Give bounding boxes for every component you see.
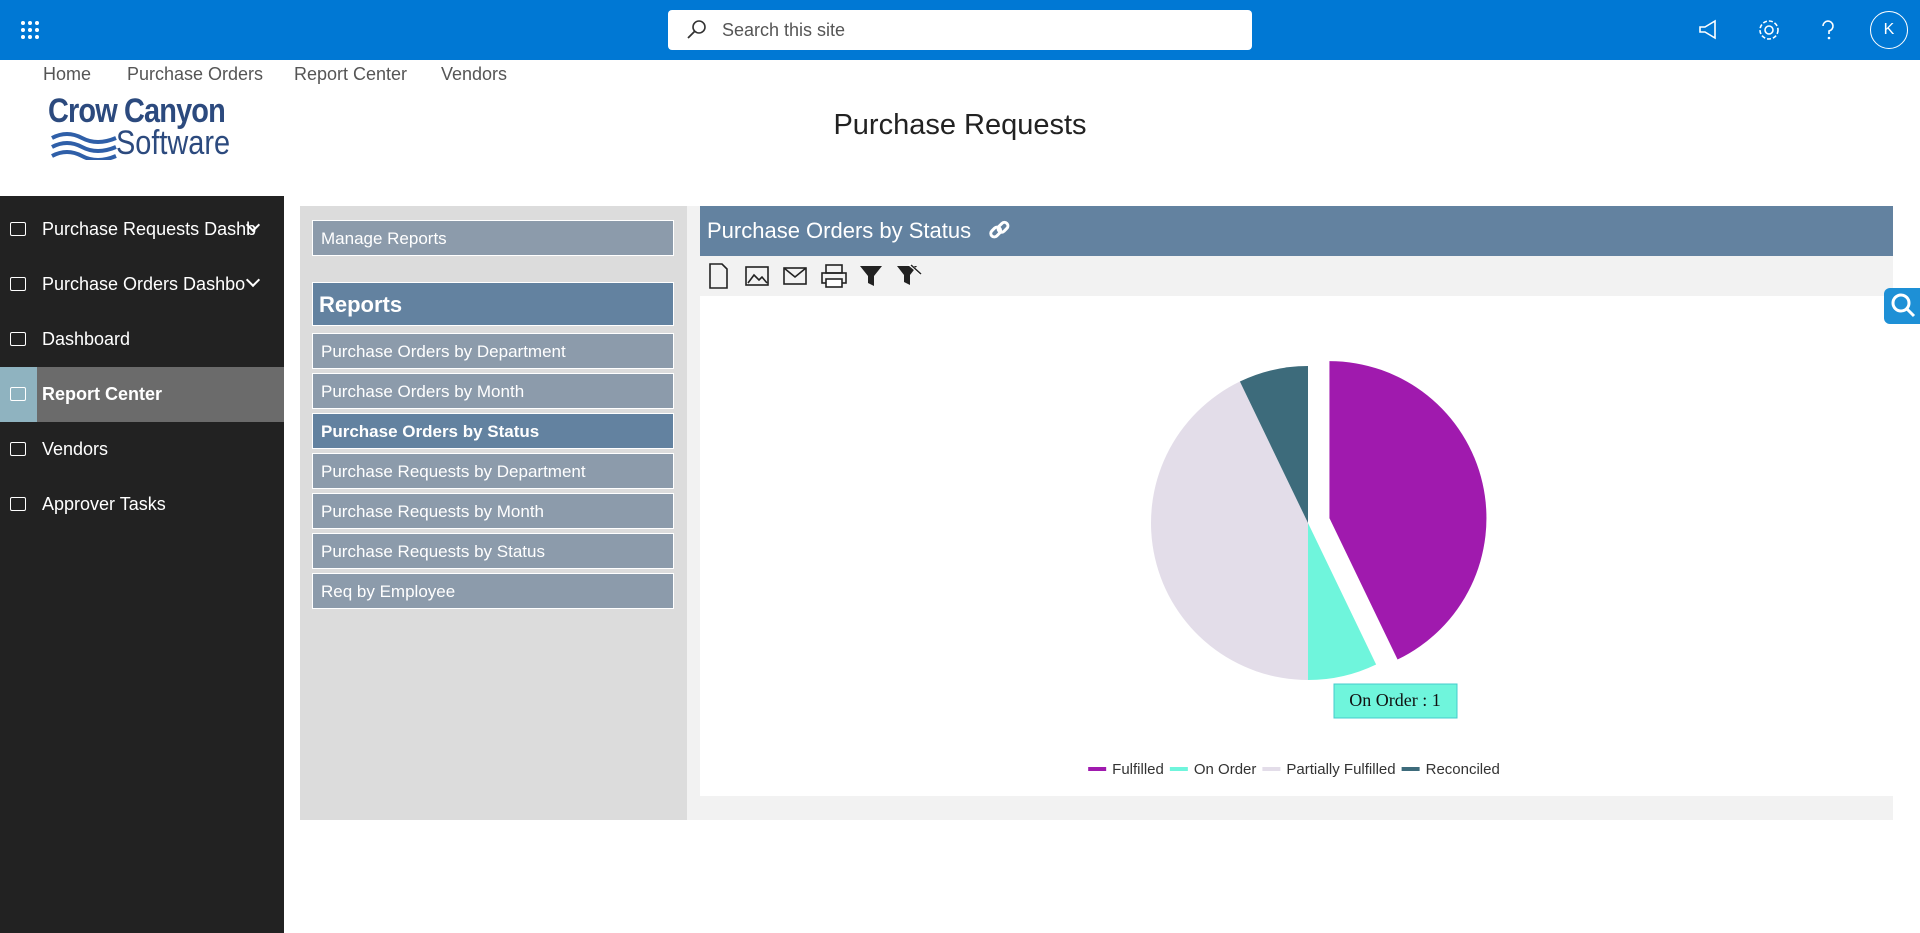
manage-reports[interactable]: Manage Reports <box>312 220 674 256</box>
pie-slice <box>1151 381 1308 680</box>
top-icons[interactable] <box>1698 18 1848 42</box>
tooltip: On Order : 1 <box>1349 690 1440 710</box>
sidebar-icon <box>10 442 26 456</box>
pie-chart: On Order : 1 Fulfilled On Order Partially F… <box>1088 361 1500 778</box>
chart-title: Purchase Orders by Status <box>700 206 1893 256</box>
selected-marker <box>0 367 37 422</box>
search-box[interactable]: Search this site <box>668 10 1252 50</box>
pie-slice <box>1239 366 1308 523</box>
nav-link[interactable]: Purchase Orders <box>127 64 264 84</box>
sidebar-icon <box>10 222 26 236</box>
sidebar-icon <box>10 387 26 401</box>
nav-link[interactable]: Vendors <box>441 64 508 84</box>
sidebar-icon <box>10 497 26 511</box>
page-title: Purchase Requests <box>833 109 1087 141</box>
top-bar: Search this site K <box>0 0 1920 60</box>
legend-label: Fulfilled <box>1112 761 1164 778</box>
pie-slice <box>1308 523 1377 680</box>
report-item[interactable]: Purchase Requests by Department <box>312 453 674 489</box>
sidebar-item[interactable]: Vendors <box>42 439 109 459</box>
report-item[interactable]: Purchase Orders by Status <box>312 413 674 449</box>
toolbar[interactable] <box>706 262 926 290</box>
avatar[interactable]: K <box>1870 11 1908 49</box>
legend-label: Reconciled <box>1426 761 1500 778</box>
link-icon[interactable] <box>987 218 1013 244</box>
sidebar-item[interactable]: Approver Tasks <box>42 494 166 514</box>
sidebar-icon <box>10 332 26 346</box>
report-item[interactable]: Purchase Orders by Department <box>312 333 674 369</box>
report-item[interactable]: Purchase Orders by Month <box>312 373 674 409</box>
tooltip-box <box>1333 683 1458 719</box>
nav-link[interactable]: Report Center <box>294 64 408 84</box>
sidebar-item[interactable]: Purchase Requests Dashb <box>42 219 257 239</box>
report-item[interactable]: Purchase Requests by Month <box>312 493 674 529</box>
app-launcher[interactable] <box>20 20 40 40</box>
search-icon <box>687 20 706 39</box>
logo-line2: Software <box>116 124 231 162</box>
report-item[interactable]: Purchase Requests by Status <box>312 533 674 569</box>
sidebar <box>0 196 284 933</box>
nav-link[interactable]: Home <box>43 64 92 84</box>
sidebar-item[interactable]: Report Center <box>0 367 284 422</box>
sidebar-icon <box>10 277 26 291</box>
logo-line1: Crow Canyon <box>48 92 226 130</box>
side-tab[interactable] <box>1884 288 1920 324</box>
legend-label: Partially Fulfilled <box>1286 761 1395 778</box>
report-item[interactable]: Req by Employee <box>312 573 674 609</box>
logo-waves <box>51 132 117 160</box>
sidebar-item[interactable]: Purchase Orders Dashbo <box>42 274 246 294</box>
legend-label: On Order <box>1194 761 1257 778</box>
pie-slice <box>1329 361 1487 660</box>
sidebar-item[interactable]: Dashboard <box>42 329 131 349</box>
reports-header: Reports <box>312 282 674 326</box>
